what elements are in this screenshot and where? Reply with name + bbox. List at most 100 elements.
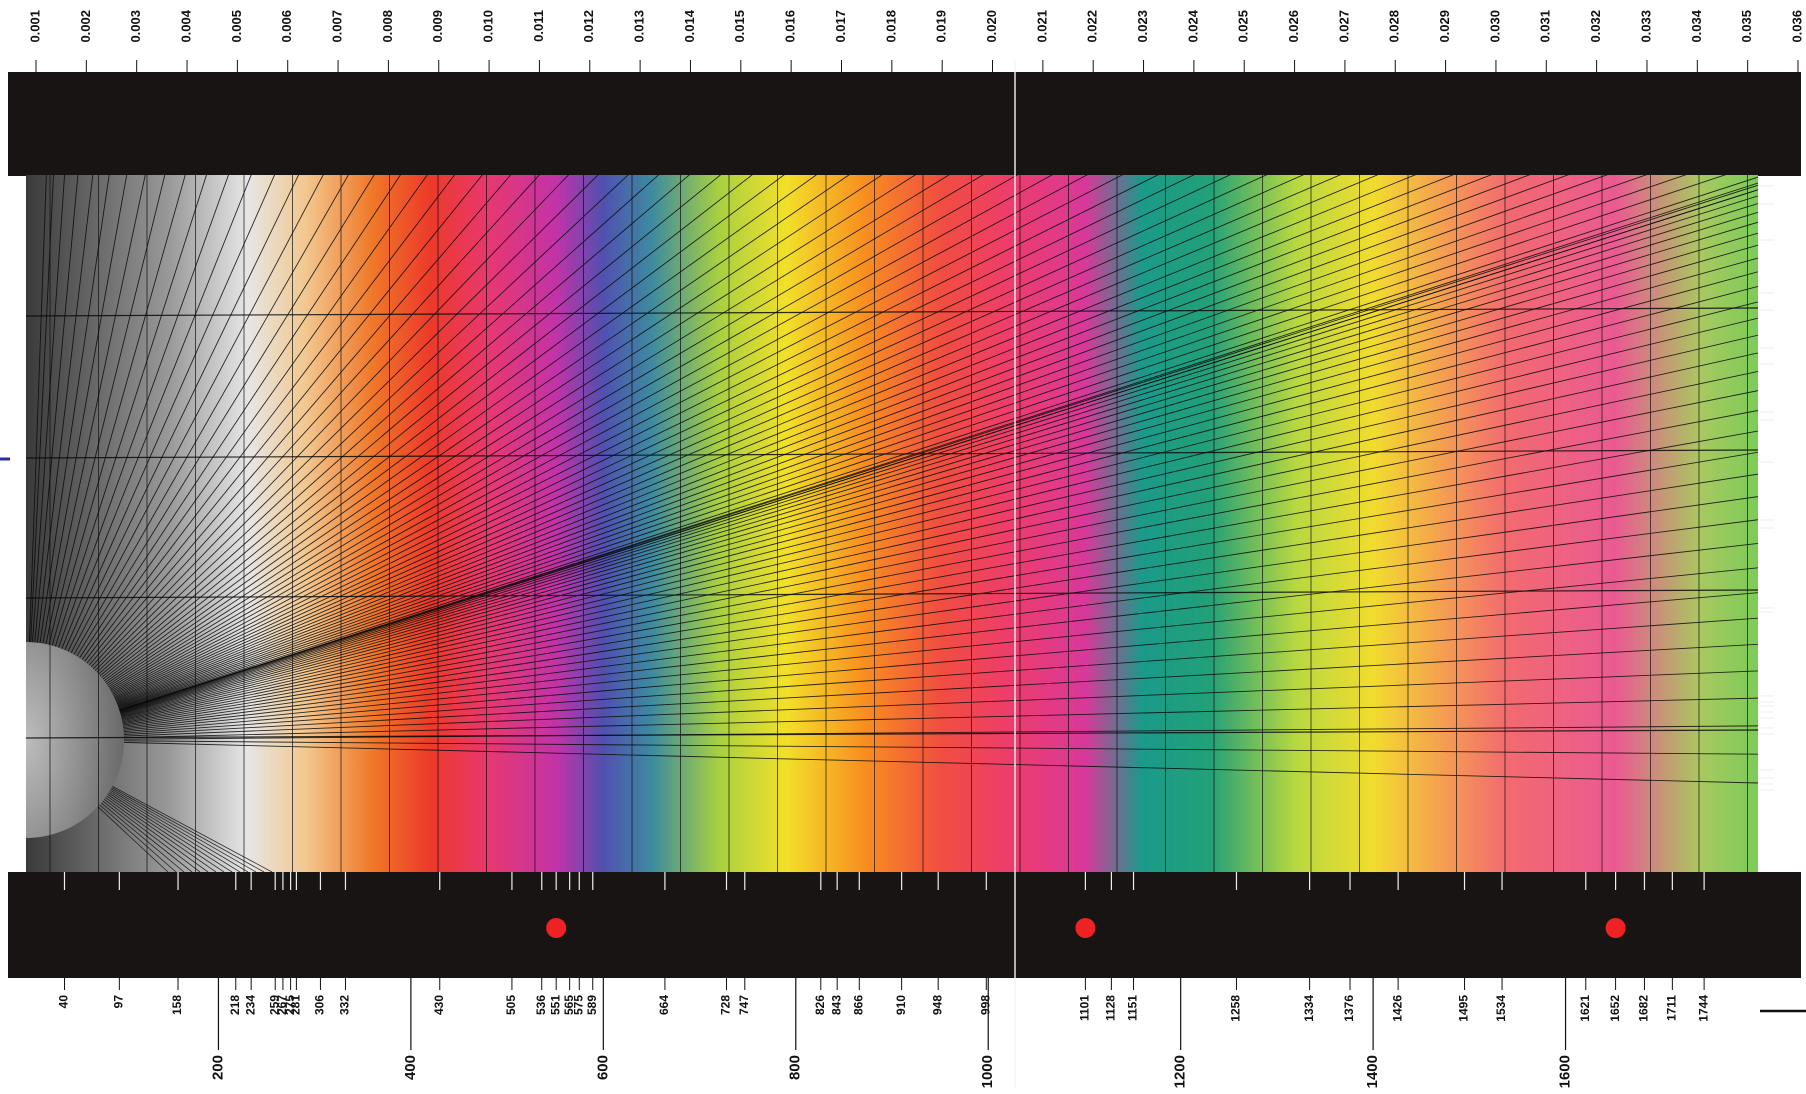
right-edge-ticks bbox=[1760, 185, 1774, 791]
fan-line-right bbox=[122, 430, 1758, 724]
top-scale-label: 0.030 bbox=[1487, 10, 1502, 43]
fan-line-up bbox=[94, 175, 599, 671]
fan-line-up bbox=[32, 175, 66, 643]
fan-line-up bbox=[76, 175, 375, 657]
fan-line-up bbox=[84, 175, 456, 662]
fan-line-up bbox=[96, 175, 629, 673]
fan-line-up bbox=[48, 175, 166, 645]
fan-line-up bbox=[29, 175, 47, 643]
fan-line-up bbox=[118, 176, 1758, 710]
fan-line-up bbox=[64, 175, 276, 651]
bottom-minor-label: 97 bbox=[112, 995, 126, 1009]
fan-line-right bbox=[123, 617, 1758, 734]
fan-lines bbox=[29, 175, 1758, 872]
fan-line-up bbox=[115, 175, 1304, 701]
fan-line-up bbox=[111, 175, 1088, 694]
fan-line-up bbox=[36, 175, 94, 643]
top-scale-label: 0.023 bbox=[1135, 10, 1150, 43]
fan-line-down bbox=[111, 787, 265, 872]
fan-line-right bbox=[122, 496, 1758, 727]
fan-line-right bbox=[120, 286, 1758, 716]
fan-line-right bbox=[120, 244, 1758, 714]
bottom-minor-label: 843 bbox=[829, 995, 843, 1015]
fan-line-up bbox=[61, 175, 252, 649]
fan-line-up bbox=[115, 175, 1342, 702]
fan-line-right bbox=[119, 232, 1758, 713]
bottom-dark-band bbox=[8, 872, 1801, 978]
fan-line-down bbox=[103, 798, 201, 872]
top-scale-label: 0.012 bbox=[581, 10, 596, 43]
top-scale-label: 0.015 bbox=[732, 10, 747, 43]
fan-line-down bbox=[109, 791, 241, 872]
fan-line-right bbox=[121, 334, 1758, 719]
bottom-minor-label: 575 bbox=[571, 995, 585, 1015]
fan-line-up bbox=[117, 175, 1569, 707]
bottom-minor-label: 747 bbox=[737, 995, 751, 1015]
fan-line-up bbox=[114, 175, 1231, 699]
horizontal-grid-lines bbox=[26, 307, 1758, 739]
fan-line-right bbox=[119, 221, 1758, 713]
bottom-minor-label: 1101 bbox=[1078, 995, 1092, 1021]
bottom-minor-label: 1258 bbox=[1229, 995, 1243, 1022]
fan-line-down bbox=[108, 792, 233, 872]
fan-line-right bbox=[120, 271, 1758, 715]
fan-line-right bbox=[123, 592, 1758, 733]
top-scale-label: 0.034 bbox=[1689, 9, 1704, 42]
fan-line-right bbox=[119, 211, 1758, 712]
fan-line-up bbox=[118, 175, 1727, 710]
fan-line-down bbox=[110, 788, 257, 872]
bottom-minor-label: 1495 bbox=[1457, 995, 1471, 1022]
fan-line-up bbox=[88, 175, 512, 666]
bottom-minor-label: 281 bbox=[289, 995, 303, 1015]
top-scale-label: 0.024 bbox=[1185, 9, 1200, 42]
bottom-minor-label: 267 bbox=[275, 995, 289, 1015]
fan-line-right bbox=[120, 301, 1758, 717]
bottom-minor-label: 259 bbox=[267, 995, 281, 1015]
bottom-minor-label: 948 bbox=[930, 995, 944, 1015]
bottom-minor-label: 1711 bbox=[1665, 995, 1679, 1021]
top-scale-label: 0.002 bbox=[78, 10, 93, 43]
fan-line-right bbox=[123, 697, 1758, 739]
fan-line-up bbox=[106, 175, 850, 685]
top-scale-label: 0.027 bbox=[1336, 10, 1351, 43]
fan-line-down bbox=[99, 804, 177, 872]
spectrum-area bbox=[26, 175, 1758, 872]
fan-line-up bbox=[92, 175, 570, 670]
bottom-major-label: 1400 bbox=[1364, 1055, 1381, 1088]
fan-line-right bbox=[121, 352, 1758, 720]
bottom-minor-label: 1151 bbox=[1126, 995, 1140, 1021]
fan-line-down bbox=[97, 806, 169, 872]
bottom-minor-label: 234 bbox=[243, 995, 257, 1015]
top-scale-label: 0.001 bbox=[27, 10, 42, 43]
fan-line-right bbox=[122, 473, 1758, 726]
bottom-minor-label: 275 bbox=[283, 995, 297, 1015]
fan-line-up bbox=[113, 175, 1159, 697]
fan-line-up bbox=[118, 175, 1648, 708]
fan-line-up bbox=[54, 175, 207, 647]
fan-line-up bbox=[114, 175, 1268, 700]
bottom-minor-label: 866 bbox=[851, 995, 865, 1015]
top-scale-label: 0.035 bbox=[1739, 10, 1754, 43]
fan-line-up bbox=[107, 175, 883, 686]
bottom-minor-label: 1744 bbox=[1696, 995, 1710, 1022]
bottom-minor-label: 910 bbox=[894, 995, 908, 1015]
top-scale-label: 0.008 bbox=[380, 10, 395, 43]
top-scale-label: 0.022 bbox=[1085, 10, 1100, 43]
top-scale-label: 0.003 bbox=[128, 10, 143, 43]
fan-line-up bbox=[101, 175, 722, 678]
fan-line-up bbox=[39, 175, 110, 644]
top-scale-label: 0.028 bbox=[1387, 10, 1402, 43]
fan-line-right bbox=[123, 519, 1758, 729]
fan-line-up bbox=[81, 175, 428, 660]
fan-line-right bbox=[123, 740, 1758, 755]
red-marker bbox=[1605, 918, 1626, 938]
fan-line-up bbox=[108, 175, 917, 688]
fan-line-up bbox=[86, 175, 483, 664]
fan-line-up bbox=[109, 175, 984, 690]
fan-line-down bbox=[100, 802, 185, 872]
fan-line-right bbox=[119, 203, 1758, 712]
bottom-minor-label: 158 bbox=[170, 995, 184, 1015]
top-scale-label: 0.006 bbox=[279, 10, 294, 43]
red-marker bbox=[546, 918, 567, 938]
